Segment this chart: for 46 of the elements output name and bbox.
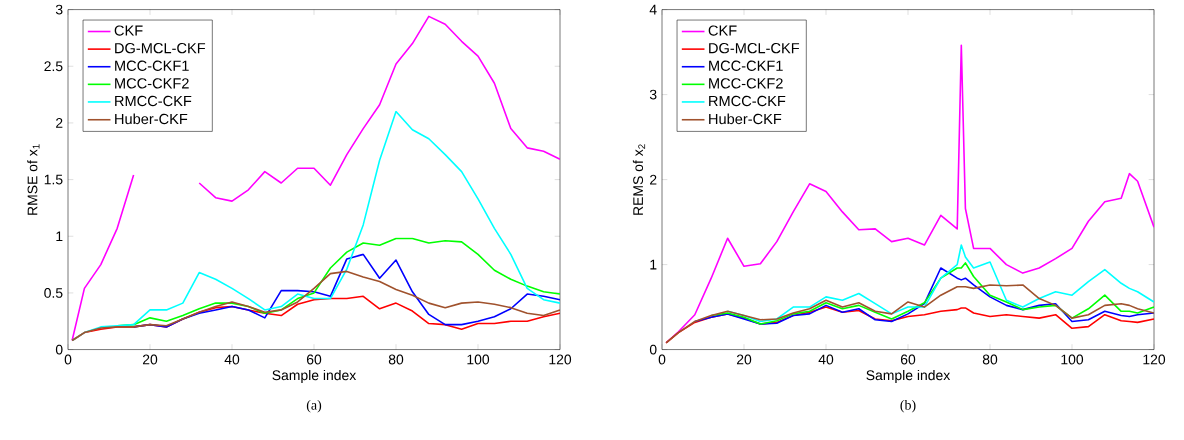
y-tick-label: 2.5	[44, 61, 63, 72]
legend-label: CKF	[114, 25, 143, 36]
y-axis-title: REMS of x$_{2}$	[632, 144, 646, 216]
legend-label: MCC-CKF2	[115, 78, 189, 89]
legend-label: DG-MCL-CKF	[115, 43, 206, 54]
x-tick-label: 60	[900, 354, 916, 365]
x-tick-label: 0	[658, 354, 666, 365]
x-tick-label: 0	[64, 354, 72, 365]
text: (b)	[900, 400, 916, 413]
y-tick-label: 2	[650, 174, 657, 185]
x-tick-label: 20	[736, 354, 752, 365]
x-tick-label: 100	[467, 354, 490, 365]
line-series	[71, 270, 561, 342]
y-tick-label: 1	[650, 260, 657, 270]
legend-label: RMCC-CKF	[709, 96, 786, 107]
y-tick-label: 3	[55, 4, 63, 15]
y-tick-label: 0	[55, 344, 63, 355]
legend-label: MCC-CKF1	[115, 60, 189, 72]
x-tick-label: 20	[142, 354, 158, 365]
legend-label: CKF	[708, 25, 737, 36]
line-series	[665, 44, 1154, 344]
x-tick-label: 120	[549, 354, 572, 365]
x-tick-label: 60	[306, 354, 322, 365]
x-axis-title: Sample index	[272, 370, 357, 384]
legend-label: MCC-CKF2	[709, 78, 783, 89]
y-tick-label: 2	[56, 118, 63, 128]
y-tick-label: 1	[56, 231, 63, 242]
y-tick-label: 3	[649, 89, 657, 100]
y-tick-label: 0.5	[44, 288, 63, 299]
x-axis-title: Sample index	[866, 370, 951, 384]
x-tick-label: 80	[982, 354, 998, 365]
text: (a)	[306, 400, 322, 413]
y-tick-label: 1.5	[44, 174, 63, 185]
x-tick-label: 100	[1061, 354, 1084, 365]
legend-label: DG-MCL-CKF	[709, 43, 800, 54]
y-axis-title: RMSE of x$_{1}$	[27, 144, 40, 216]
x-tick-label: 80	[388, 354, 404, 365]
legend-label: Huber-CKF	[115, 113, 188, 125]
legend-label: RMCC-CKF	[115, 96, 192, 107]
x-tick-label: 40	[818, 354, 834, 365]
legend-label: Huber-CKF	[709, 113, 782, 125]
legend-label: MCC-CKF1	[709, 60, 783, 72]
x-tick-label: 40	[224, 354, 240, 365]
y-tick-label: 0	[649, 344, 657, 355]
x-tick-label: 120	[1143, 354, 1166, 365]
y-tick-label: 4	[649, 5, 657, 15]
